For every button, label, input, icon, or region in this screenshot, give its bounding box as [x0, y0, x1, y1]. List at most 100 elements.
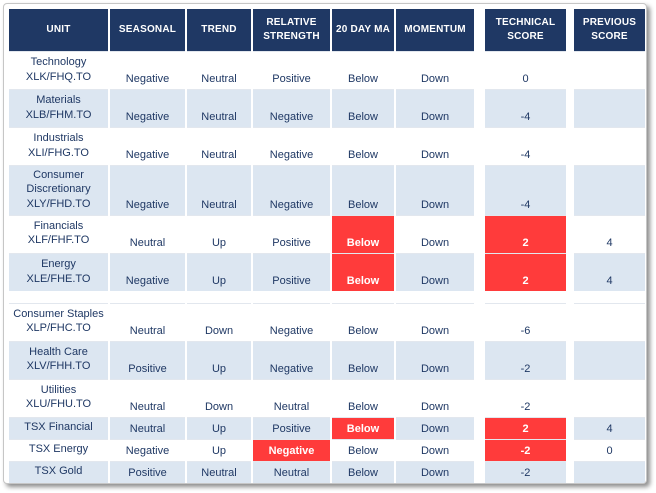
cell-ma20: Below [330, 51, 395, 90]
cell-unit: Materials XLB/FHM.TO [9, 89, 109, 128]
cell-previous_score: 4 [572, 214, 645, 254]
cell-unit: Technology XLK/FHQ.TO [9, 51, 109, 90]
column-spacer [474, 165, 484, 216]
cell-trend: Up [185, 438, 252, 462]
cell-momentum: Down [394, 51, 474, 90]
cell-ma20: Below [330, 460, 395, 483]
table-body: Technology XLK/FHQ.TO Negative Neutral Posit… [9, 51, 645, 483]
unit-name: TSX Energy [28, 443, 89, 456]
cell-seasonal: Neutral [108, 416, 186, 440]
cell-seasonal: Positive [108, 460, 186, 483]
unit-ticker: XLI/FHG.TO [28, 146, 89, 159]
table-row: Consumer Discretionary XLY/FHD.TO Negative… [9, 165, 645, 216]
column-header-relative_strength: RELATIVE STRENGTH [251, 9, 331, 52]
column-spacer [474, 127, 484, 166]
cell-previous_score: 4 [572, 416, 645, 440]
cell-seasonal: Neutral [108, 214, 186, 254]
cell-seasonal: Negative [108, 438, 186, 462]
header-spacer [566, 9, 573, 52]
table-row: Utilities XLU/FHU.TO Neutral Down Neutral Bel… [9, 378, 645, 418]
cell-ma20: Below [330, 416, 395, 440]
cell-previous_score [572, 340, 645, 380]
cell-trend: Neutral [185, 165, 252, 216]
column-header-previous_score: PREVIOUS SCORE [572, 9, 645, 52]
unit-ticker: XLB/FHM.TO [25, 108, 92, 121]
column-header-unit: UNIT [9, 9, 109, 52]
column-header-technical_score: TECHNICAL SCORE [483, 9, 566, 52]
column-spacer [566, 461, 573, 483]
cell-seasonal: Positive [108, 340, 186, 380]
table-row: TSX Energy Negative Up Negative Below Down -2 0 [9, 438, 645, 462]
cell-technical_score: -6 [483, 302, 566, 342]
unit-ticker: XLV/FHH.TO [26, 360, 91, 373]
cell-trend: Up [185, 340, 252, 380]
column-spacer [566, 439, 573, 462]
column-spacer [566, 127, 573, 166]
unit-ticker: XLU/FHU.TO [25, 398, 92, 411]
column-spacer [474, 417, 484, 440]
cell-previous_score [572, 165, 645, 216]
column-spacer [474, 89, 484, 128]
cell-technical_score: -4 [483, 127, 566, 166]
unit-name: Technology [30, 56, 87, 69]
cell-relative_strength: Negative [251, 127, 331, 166]
cell-unit: Energy XLE/FHE.TO [9, 252, 109, 292]
column-header-momentum: MOMENTUM [394, 9, 474, 52]
column-spacer [566, 417, 573, 440]
cell-momentum: Down [394, 165, 474, 216]
column-spacer [566, 89, 573, 128]
cell-momentum: Down [394, 252, 474, 292]
cell-unit: Utilities XLU/FHU.TO [9, 378, 109, 418]
cell-unit: TSX Energy [9, 438, 109, 462]
cell-momentum: Down [394, 378, 474, 418]
cell-trend: Up [185, 252, 252, 292]
unit-name: Financials [33, 220, 84, 233]
column-spacer [566, 303, 573, 342]
cell-technical_score: -4 [483, 89, 566, 128]
column-spacer [566, 341, 573, 380]
cell-previous_score [572, 127, 645, 166]
column-header-ma20: 20 DAY MA [330, 9, 395, 52]
cell-trend: Neutral [185, 127, 252, 166]
cell-relative_strength: Positive [251, 416, 331, 440]
column-spacer [566, 253, 573, 292]
cell-relative_strength: Negative [251, 340, 331, 380]
cell-relative_strength: Negative [251, 438, 331, 462]
unit-name: Health Care [29, 346, 88, 359]
cell-seasonal: Neutral [108, 378, 186, 418]
cell-momentum: Down [394, 89, 474, 128]
unit-ticker: XLY/FHD.TO [26, 197, 91, 210]
cell-seasonal: Negative [108, 89, 186, 128]
column-header-seasonal: SEASONAL [108, 9, 186, 52]
cell-momentum: Down [394, 214, 474, 254]
column-spacer [474, 215, 484, 254]
table-row: Industrials XLI/FHG.TO Negative Neutral Nega… [9, 127, 645, 166]
cell-seasonal: Negative [108, 252, 186, 292]
unit-name: Materials [36, 94, 81, 107]
cell-ma20: Below [330, 127, 395, 166]
column-spacer [474, 461, 484, 483]
column-spacer [474, 341, 484, 380]
cell-momentum: Down [394, 340, 474, 380]
column-spacer [474, 439, 484, 462]
cell-unit: TSX Financial [9, 416, 109, 440]
cell-technical_score: 2 [483, 416, 566, 440]
table-row: TSX Gold Positive Neutral Neutral Below Down -… [9, 460, 645, 483]
column-spacer [566, 379, 573, 418]
unit-name: Industrials [33, 132, 84, 145]
cell-relative_strength: Neutral [251, 460, 331, 483]
table-row: Materials XLB/FHM.TO Negative Neutral Negati… [9, 89, 645, 128]
cell-technical_score: -2 [483, 438, 566, 462]
cell-momentum: Down [394, 416, 474, 440]
table-row: Technology XLK/FHQ.TO Negative Neutral Posit… [9, 51, 645, 90]
cell-previous_score: 0 [572, 438, 645, 462]
cell-seasonal: Negative [108, 127, 186, 166]
cell-previous_score [572, 51, 645, 90]
cell-trend: Down [185, 302, 252, 342]
cell-ma20: Below [330, 252, 395, 292]
cell-technical_score: -2 [483, 378, 566, 418]
blank-separator-row [9, 291, 645, 304]
column-spacer [474, 379, 484, 418]
unit-name: Consumer Staples [13, 308, 104, 321]
cell-momentum: Down [394, 302, 474, 342]
